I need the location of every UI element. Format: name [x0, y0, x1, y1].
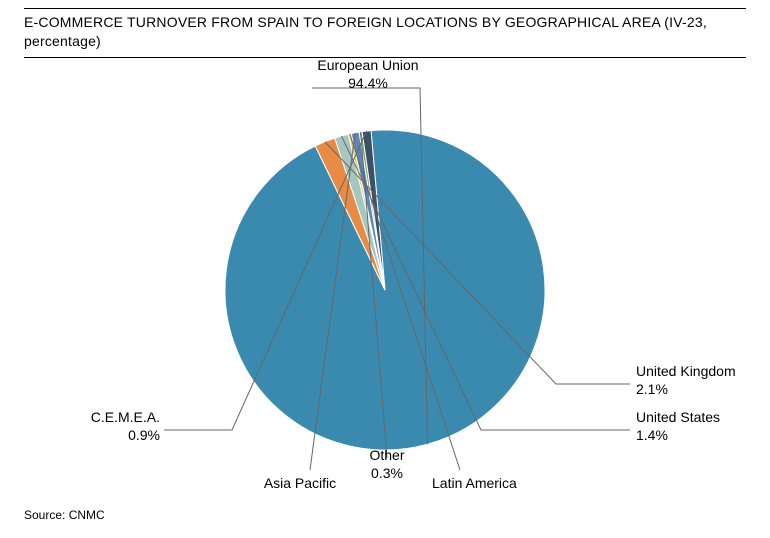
chart-title: E-COMMERCE TURNOVER FROM SPAIN TO FOREIG… — [24, 8, 746, 58]
slice-value: 0.3% — [371, 465, 403, 481]
slice-label: Latin America — [432, 475, 517, 490]
slice-value: 0.9% — [128, 427, 160, 443]
slice-label: Other — [369, 447, 404, 463]
slice-value: 94.4% — [348, 75, 388, 91]
slice-label: United States — [636, 409, 720, 425]
slice-value: 2.1% — [636, 381, 668, 397]
slice-label: C.E.M.E.A. — [91, 409, 160, 425]
source-label: Source: CNMC — [24, 508, 105, 522]
source-text: Source: CNMC — [24, 508, 105, 522]
chart-title-text: E-COMMERCE TURNOVER FROM SPAIN TO FOREIG… — [24, 14, 707, 49]
pie-chart: European Union 94.4% United Kingdom 2.1% Uni… — [0, 60, 770, 490]
slice-label: United Kingdom — [636, 363, 736, 379]
slice-label: European Union — [317, 60, 418, 73]
slice-label: Asia Pacific — [264, 475, 336, 490]
slice-value: 1.4% — [636, 427, 668, 443]
